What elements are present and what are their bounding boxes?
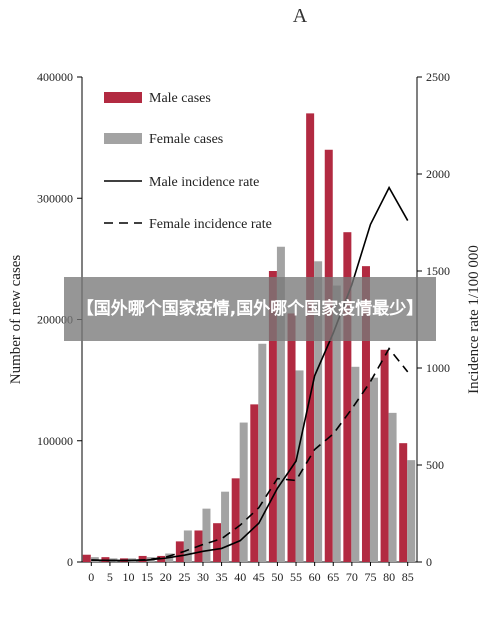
legend-swatch: [104, 92, 142, 103]
x-tick-label: 15: [141, 570, 153, 584]
male-incidence-line: [91, 185, 409, 562]
legend-label: Female incidence rate: [149, 217, 272, 232]
female-incidence-line: [91, 347, 409, 562]
female-case-bar: [239, 422, 248, 562]
x-tick-label: 30: [197, 570, 209, 584]
female-case-bar: [388, 412, 397, 562]
x-tick-label: 85: [402, 570, 414, 584]
x-tick-label: 45: [253, 570, 265, 584]
male-case-bar: [287, 313, 296, 562]
female-case-bar: [332, 285, 341, 562]
y-tick-label: 300000: [37, 191, 73, 205]
y2-tick-label: 1500: [426, 264, 450, 278]
female-case-bar: [258, 343, 267, 562]
male-case-bar: [138, 555, 147, 562]
x-tick-label: 0: [88, 570, 94, 584]
lines-group: [91, 185, 409, 562]
y2-tick-label: 2500: [426, 70, 450, 84]
female-case-bar: [314, 261, 323, 562]
male-case-bar: [268, 271, 277, 562]
y2-tick-label: 0: [426, 555, 432, 569]
x-tick-label: 80: [383, 570, 395, 584]
x-tick-label: 70: [346, 570, 358, 584]
y2-axis-title: Incidence rate 1/100 000: [466, 245, 482, 394]
y2-tick-label: 2000: [426, 167, 450, 181]
legend-label: Male cases: [149, 91, 211, 106]
title-overlay-text: 【国外哪个国家疫情,国外哪个国家疫情最少】: [76, 299, 424, 319]
male-case-bar: [361, 266, 370, 562]
legend-swatch: [104, 133, 142, 144]
x-tick-label: 75: [364, 570, 376, 584]
female-case-bar: [295, 370, 304, 562]
male-case-bar: [343, 232, 352, 562]
male-case-bar: [250, 404, 259, 562]
female-case-bar: [221, 491, 230, 562]
x-tick-label: 35: [216, 570, 228, 584]
y2-tick-label: 1000: [426, 361, 450, 375]
x-tick-label: 25: [178, 570, 190, 584]
x-tick-label: 10: [123, 570, 135, 584]
female-case-bar: [202, 508, 211, 562]
female-case-bar: [407, 460, 416, 562]
male-case-bar: [399, 443, 408, 562]
x-tick-label: 60: [309, 570, 321, 584]
x-tick-label: 20: [160, 570, 172, 584]
legend: Male cases Female cases Male incidence rat…: [104, 91, 272, 232]
x-tick-label: 40: [234, 570, 246, 584]
y-axis-title: Number of new cases: [8, 255, 24, 385]
panel-label: A: [293, 5, 308, 27]
x-tick-label: 5: [107, 570, 113, 584]
x-tick-label: 50: [271, 570, 283, 584]
y2-tick-label: 500: [426, 458, 444, 472]
female-case-bar: [183, 530, 192, 562]
legend-label: Female cases: [149, 132, 223, 147]
title-overlay-banner: 【国外哪个国家疫情,国外哪个国家疫情最少】: [64, 277, 436, 341]
legend-label: Male incidence rate: [149, 175, 259, 190]
female-case-bar: [369, 377, 378, 562]
x-tick-label: 65: [327, 570, 339, 584]
female-case-bar: [276, 246, 285, 562]
y-tick-label: 0: [67, 555, 73, 569]
male-case-bar: [175, 541, 184, 562]
x-tick-label: 55: [290, 570, 302, 584]
male-case-bar: [324, 149, 333, 562]
female-case-bar: [351, 366, 360, 562]
male-case-bar: [231, 478, 240, 562]
y-tick-label: 100000: [37, 434, 73, 448]
male-case-bar: [82, 554, 91, 562]
male-case-bar: [213, 523, 222, 562]
y-tick-label: 400000: [37, 70, 73, 84]
male-case-bar: [380, 349, 389, 562]
